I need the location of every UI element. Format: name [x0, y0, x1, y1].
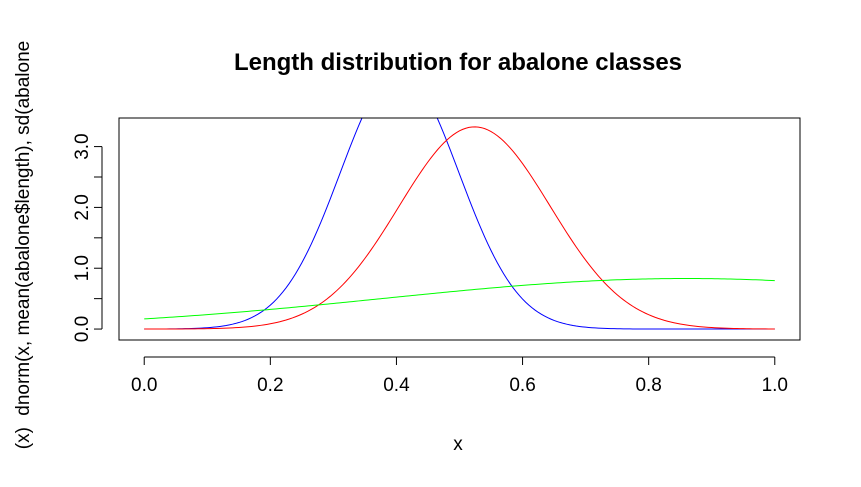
y-axis-label-main: dnorm(x, mean(abalone$length), sd(abalon…: [13, 41, 34, 416]
series-line: [144, 126, 775, 330]
y-tick-label: 0.0: [72, 316, 93, 342]
series-layer: [144, 118, 775, 330]
x-tick-label: 0.8: [635, 375, 661, 396]
series-line: [144, 278, 775, 320]
series-line: [144, 118, 775, 330]
y-axis-label: (x) dnorm(x, mean(abalone$length), sd(ab…: [13, 41, 34, 449]
chart-title: Length distribution for abalone classes: [234, 49, 682, 76]
y-axis-label-prefix: (x): [13, 427, 34, 449]
x-axis: 0.0 0.2 0.4 0.6 0.8 1.0: [131, 356, 788, 396]
y-tick-label: 2.0: [72, 194, 93, 220]
plot-area-frame: [118, 117, 801, 341]
x-axis-label: x: [453, 434, 463, 455]
y-tick-label: 3.0: [72, 133, 93, 159]
x-tick-label: 0.4: [383, 375, 410, 396]
x-tick-label: 0.6: [509, 375, 535, 396]
x-tick-label: 0.0: [131, 375, 157, 396]
x-tick-label: 0.2: [257, 375, 283, 396]
y-axis-label-text: (x) dnorm(x, mean(abalone$length), sd(ab…: [13, 41, 34, 449]
x-tick-label: 1.0: [762, 375, 788, 396]
y-axis: 0.0 1.0 2.0 3.0: [72, 133, 103, 342]
y-tick-label: 1.0: [72, 255, 93, 281]
